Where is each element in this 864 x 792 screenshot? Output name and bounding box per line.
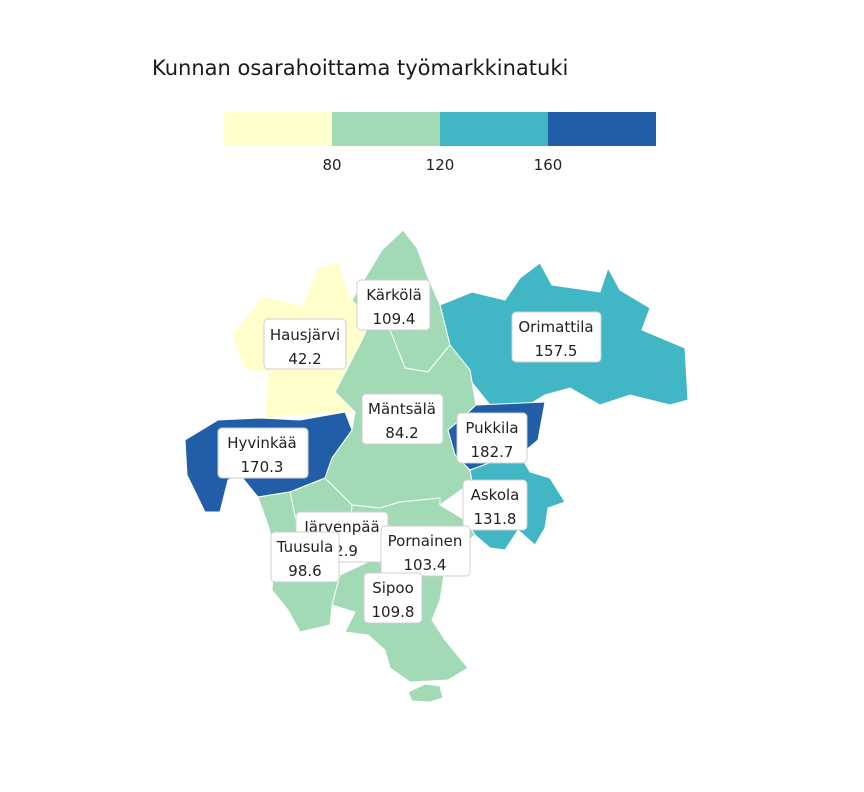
legend-tick-160: 160 bbox=[534, 156, 563, 174]
label-hyvinkaa-name: Hyvinkää bbox=[227, 434, 297, 452]
label-hausjarvi-name: Hausjärvi bbox=[270, 326, 340, 344]
label-pornainen-name: Pornainen bbox=[388, 532, 463, 550]
label-pukkila-name: Pukkila bbox=[465, 419, 518, 437]
map-title: Kunnan osarahoittama työmarkkinatuki bbox=[152, 56, 569, 80]
label-karkola: Kärkölä 109.4 bbox=[356, 279, 431, 331]
label-karkola-value: 109.4 bbox=[373, 310, 416, 328]
label-askola-value: 131.8 bbox=[474, 510, 517, 528]
label-tuusula: Tuusula 98.6 bbox=[270, 531, 340, 583]
label-pukkila: Pukkila 182.7 bbox=[456, 412, 528, 464]
legend-bin-3 bbox=[440, 112, 548, 146]
label-orimattila: Orimattila 157.5 bbox=[511, 311, 602, 363]
label-pornainen-value: 103.4 bbox=[404, 556, 447, 574]
label-mantsala-name: Mäntsälä bbox=[368, 400, 436, 418]
label-pornainen: Pornainen 103.4 bbox=[380, 525, 471, 577]
label-orimattila-value: 157.5 bbox=[535, 342, 578, 360]
label-hyvinkaa-value: 170.3 bbox=[241, 458, 284, 476]
legend-bin-2 bbox=[332, 112, 440, 146]
region-sipoo-island[interactable] bbox=[407, 683, 444, 703]
label-askola-name: Askola bbox=[471, 486, 520, 504]
label-hausjarvi: Hausjärvi 42.2 bbox=[263, 318, 347, 370]
label-pukkila-value: 182.7 bbox=[471, 443, 514, 461]
label-tuusula-value: 98.6 bbox=[288, 562, 321, 580]
legend-tick-120: 120 bbox=[426, 156, 455, 174]
label-karkola-name: Kärkölä bbox=[366, 286, 422, 304]
label-mantsala: Mäntsälä 84.2 bbox=[361, 393, 444, 445]
color-legend: 80 120 160 bbox=[224, 112, 656, 174]
legend-tick-80: 80 bbox=[322, 156, 341, 174]
label-sipoo: Sipoo 109.8 bbox=[363, 572, 423, 624]
legend-bin-1 bbox=[224, 112, 332, 146]
label-tuusula-name: Tuusula bbox=[276, 538, 334, 556]
label-askola: Askola 131.8 bbox=[462, 479, 528, 531]
label-hyvinkaa: Hyvinkää 170.3 bbox=[217, 427, 309, 479]
label-sipoo-name: Sipoo bbox=[372, 579, 414, 597]
legend-bin-4 bbox=[548, 112, 656, 146]
label-mantsala-value: 84.2 bbox=[385, 424, 418, 442]
label-orimattila-name: Orimattila bbox=[518, 318, 593, 336]
label-sipoo-value: 109.8 bbox=[372, 603, 415, 621]
label-hausjarvi-value: 42.2 bbox=[288, 350, 321, 368]
